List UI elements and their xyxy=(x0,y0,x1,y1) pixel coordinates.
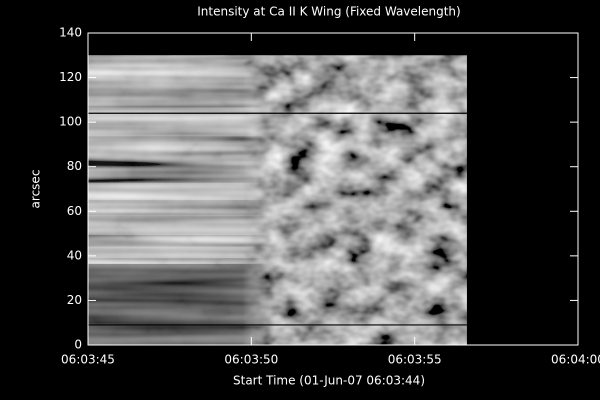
y-tick-label: 20 xyxy=(67,293,82,307)
image-dark-band xyxy=(88,263,270,345)
image-bright-band xyxy=(88,107,270,137)
x-tick-label: 06:03:50 xyxy=(224,353,278,367)
y-tick-label: 140 xyxy=(59,26,82,40)
x-tick-label: 06:03:55 xyxy=(388,353,442,367)
y-axis-label: arcsec xyxy=(29,170,43,209)
image-bright-band xyxy=(88,214,270,235)
x-tick-label: 06:03:45 xyxy=(61,353,115,367)
y-tick-label: 60 xyxy=(67,204,82,218)
x-tick-label: 06:04:00 xyxy=(551,353,600,367)
x-axis-label: Start Time (01-Jun-07 06:03:44) xyxy=(233,374,425,388)
y-tick-label: 80 xyxy=(67,159,82,173)
image-bright-band xyxy=(88,246,270,259)
y-tick-label: 100 xyxy=(59,115,82,129)
intensity-image-group xyxy=(88,55,467,346)
axes-frame xyxy=(87,32,579,346)
chart-title: Intensity at Ca II K Wing (Fixed Wavelen… xyxy=(197,5,460,19)
y-tick-label: 120 xyxy=(59,70,82,84)
y-tick-label: 40 xyxy=(67,248,82,262)
y-tick-label: 0 xyxy=(74,338,82,352)
image-bright-band xyxy=(88,182,270,201)
image-streak-layer xyxy=(88,55,270,346)
image-left-streaks xyxy=(88,55,270,346)
